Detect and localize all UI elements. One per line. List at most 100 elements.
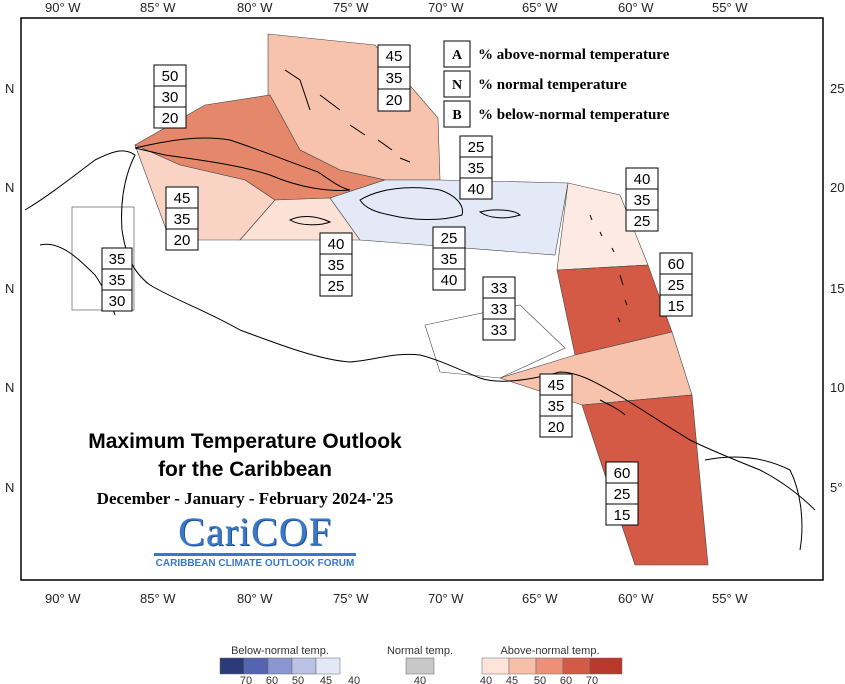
key-text: % above-normal temperature (478, 47, 670, 63)
scale-swatch (219, 657, 245, 675)
caricof-logo: CariCOF CARIBBEAN CLIMATE OUTLOOK FORUM (150, 512, 360, 569)
prob-below: 20 (174, 232, 191, 249)
prob-box-cayman-west: 45 35 20 (165, 186, 199, 251)
prob-below: 20 (548, 419, 565, 436)
prob-normal: 35 (634, 192, 651, 209)
lon-label-bottom: 60° W (618, 591, 654, 606)
prob-above: 50 (162, 68, 179, 85)
prob-above: 60 (614, 465, 631, 482)
prob-below: 20 (162, 110, 179, 127)
scale-swatch (291, 657, 317, 675)
prob-below: 33 (491, 322, 508, 339)
prob-below: 30 (109, 293, 126, 310)
scale-tick: 40 (480, 675, 492, 684)
prob-normal: 33 (491, 301, 508, 318)
prob-box-hispaniola-north: 25 35 40 (459, 135, 493, 200)
lat-label-left: N (5, 480, 14, 495)
scale-tick: 70 (240, 675, 252, 684)
prob-below: 25 (328, 278, 345, 295)
lon-label-top: 55° W (712, 0, 748, 15)
lat-label-left: N (5, 180, 14, 195)
scale-tick: 45 (320, 675, 332, 684)
lon-label-bottom: 80° W (237, 591, 273, 606)
prob-above: 25 (441, 230, 458, 247)
scale-tick: 40 (348, 675, 360, 684)
key-row-below: B % below-normal temperature (443, 100, 670, 128)
scale-swatch (481, 657, 510, 675)
prob-box-windward: 60 25 15 (659, 252, 693, 317)
key-letter: N (452, 78, 462, 93)
prob-above: 35 (109, 251, 126, 268)
region-guianas (581, 394, 709, 566)
scale-tick: 40 (414, 675, 426, 684)
key-letter: A (452, 48, 463, 63)
color-scale: Below-normal temp. 70 60 50 45 40 Normal… (219, 645, 623, 684)
prob-box-hispaniola-south: 25 35 40 (432, 226, 466, 291)
lon-label-bottom: 65° W (522, 591, 558, 606)
scale-tick: 60 (266, 675, 278, 684)
prob-below: 40 (441, 272, 458, 289)
lon-label-bottom: 90° W (45, 591, 81, 606)
map-title-line2: for the Caribbean (158, 458, 332, 481)
lon-label-top: 85° W (140, 0, 176, 15)
prob-normal: 25 (614, 486, 631, 503)
lon-label-top: 90° W (45, 0, 81, 15)
longitude-axis: 90° W 85° W 80° W 75° W 70° W 65° W 60° … (45, 0, 748, 606)
scale-swatch (243, 657, 269, 675)
prob-below: 15 (668, 298, 685, 315)
prob-box-belize: 35 35 30 (101, 247, 133, 312)
prob-box-trinidad: 45 35 20 (539, 373, 573, 438)
scale-swatch (535, 657, 564, 675)
prob-normal: 35 (109, 272, 126, 289)
latitude-axis: N N N N N 25° 20° 15° 10° 5° (5, 81, 845, 495)
lat-label-left: N (5, 380, 14, 395)
lon-label-top: 60° W (618, 0, 654, 15)
scale-tick: 60 (560, 675, 572, 684)
prob-normal: 35 (386, 70, 403, 87)
prob-above: 40 (634, 171, 651, 188)
prob-box-guianas: 60 25 15 (605, 461, 639, 526)
scale-tick: 50 (534, 675, 546, 684)
logo-wordmark: CariCOF (178, 509, 332, 554)
prob-normal: 35 (548, 398, 565, 415)
scale-tick: 45 (506, 675, 518, 684)
scale-swatches-below (219, 657, 341, 675)
probability-boxes: 45 35 20 50 30 20 45 35 20 35 35 30 40 3… (101, 44, 693, 526)
lon-label-top: 75° W (333, 0, 369, 15)
map-title-line1: Maximum Temperature Outlook (88, 430, 402, 453)
prob-above: 40 (328, 236, 345, 253)
scale-title-above: Above-normal temp. (500, 645, 599, 657)
lat-label-right: 25° (830, 81, 845, 96)
logo-tagline: CARIBBEAN CLIMATE OUTLOOK FORUM (155, 558, 355, 569)
lat-label-right: 20° (830, 180, 845, 195)
lon-label-top: 70° W (428, 0, 464, 15)
prob-box-bahamas: 45 35 20 (377, 44, 411, 112)
key-row-above: A % above-normal temperature (443, 40, 670, 68)
scale-swatch (589, 657, 623, 675)
prob-above: 45 (548, 377, 565, 394)
lat-label-right: 10° (830, 380, 845, 395)
prob-above: 45 (386, 48, 403, 65)
prob-below: 25 (634, 213, 651, 230)
abn-key: A % above-normal temperature N % normal … (443, 40, 670, 128)
lon-label-bottom: 75° W (333, 591, 369, 606)
prob-above: 33 (491, 280, 508, 297)
scale-swatch (267, 657, 293, 675)
scale-tick: 50 (292, 675, 304, 684)
prob-above: 60 (668, 256, 685, 273)
key-text: % below-normal temperature (478, 107, 670, 123)
prob-below: 15 (614, 507, 631, 524)
lon-label-top: 65° W (522, 0, 558, 15)
scale-swatch (315, 657, 341, 675)
prob-normal: 35 (468, 160, 485, 177)
scale-title-below: Below-normal temp. (231, 645, 329, 657)
scale-swatches-above (481, 657, 623, 675)
lon-label-bottom: 70° W (428, 591, 464, 606)
key-letter: B (452, 108, 461, 123)
prob-box-abc: 33 33 33 (482, 276, 516, 341)
map-subtitle: December - January - February 2024-'25 (96, 489, 394, 508)
scale-tick: 70 (586, 675, 598, 684)
prob-box-leeward: 40 35 25 (625, 167, 659, 232)
prob-above: 45 (174, 190, 191, 207)
